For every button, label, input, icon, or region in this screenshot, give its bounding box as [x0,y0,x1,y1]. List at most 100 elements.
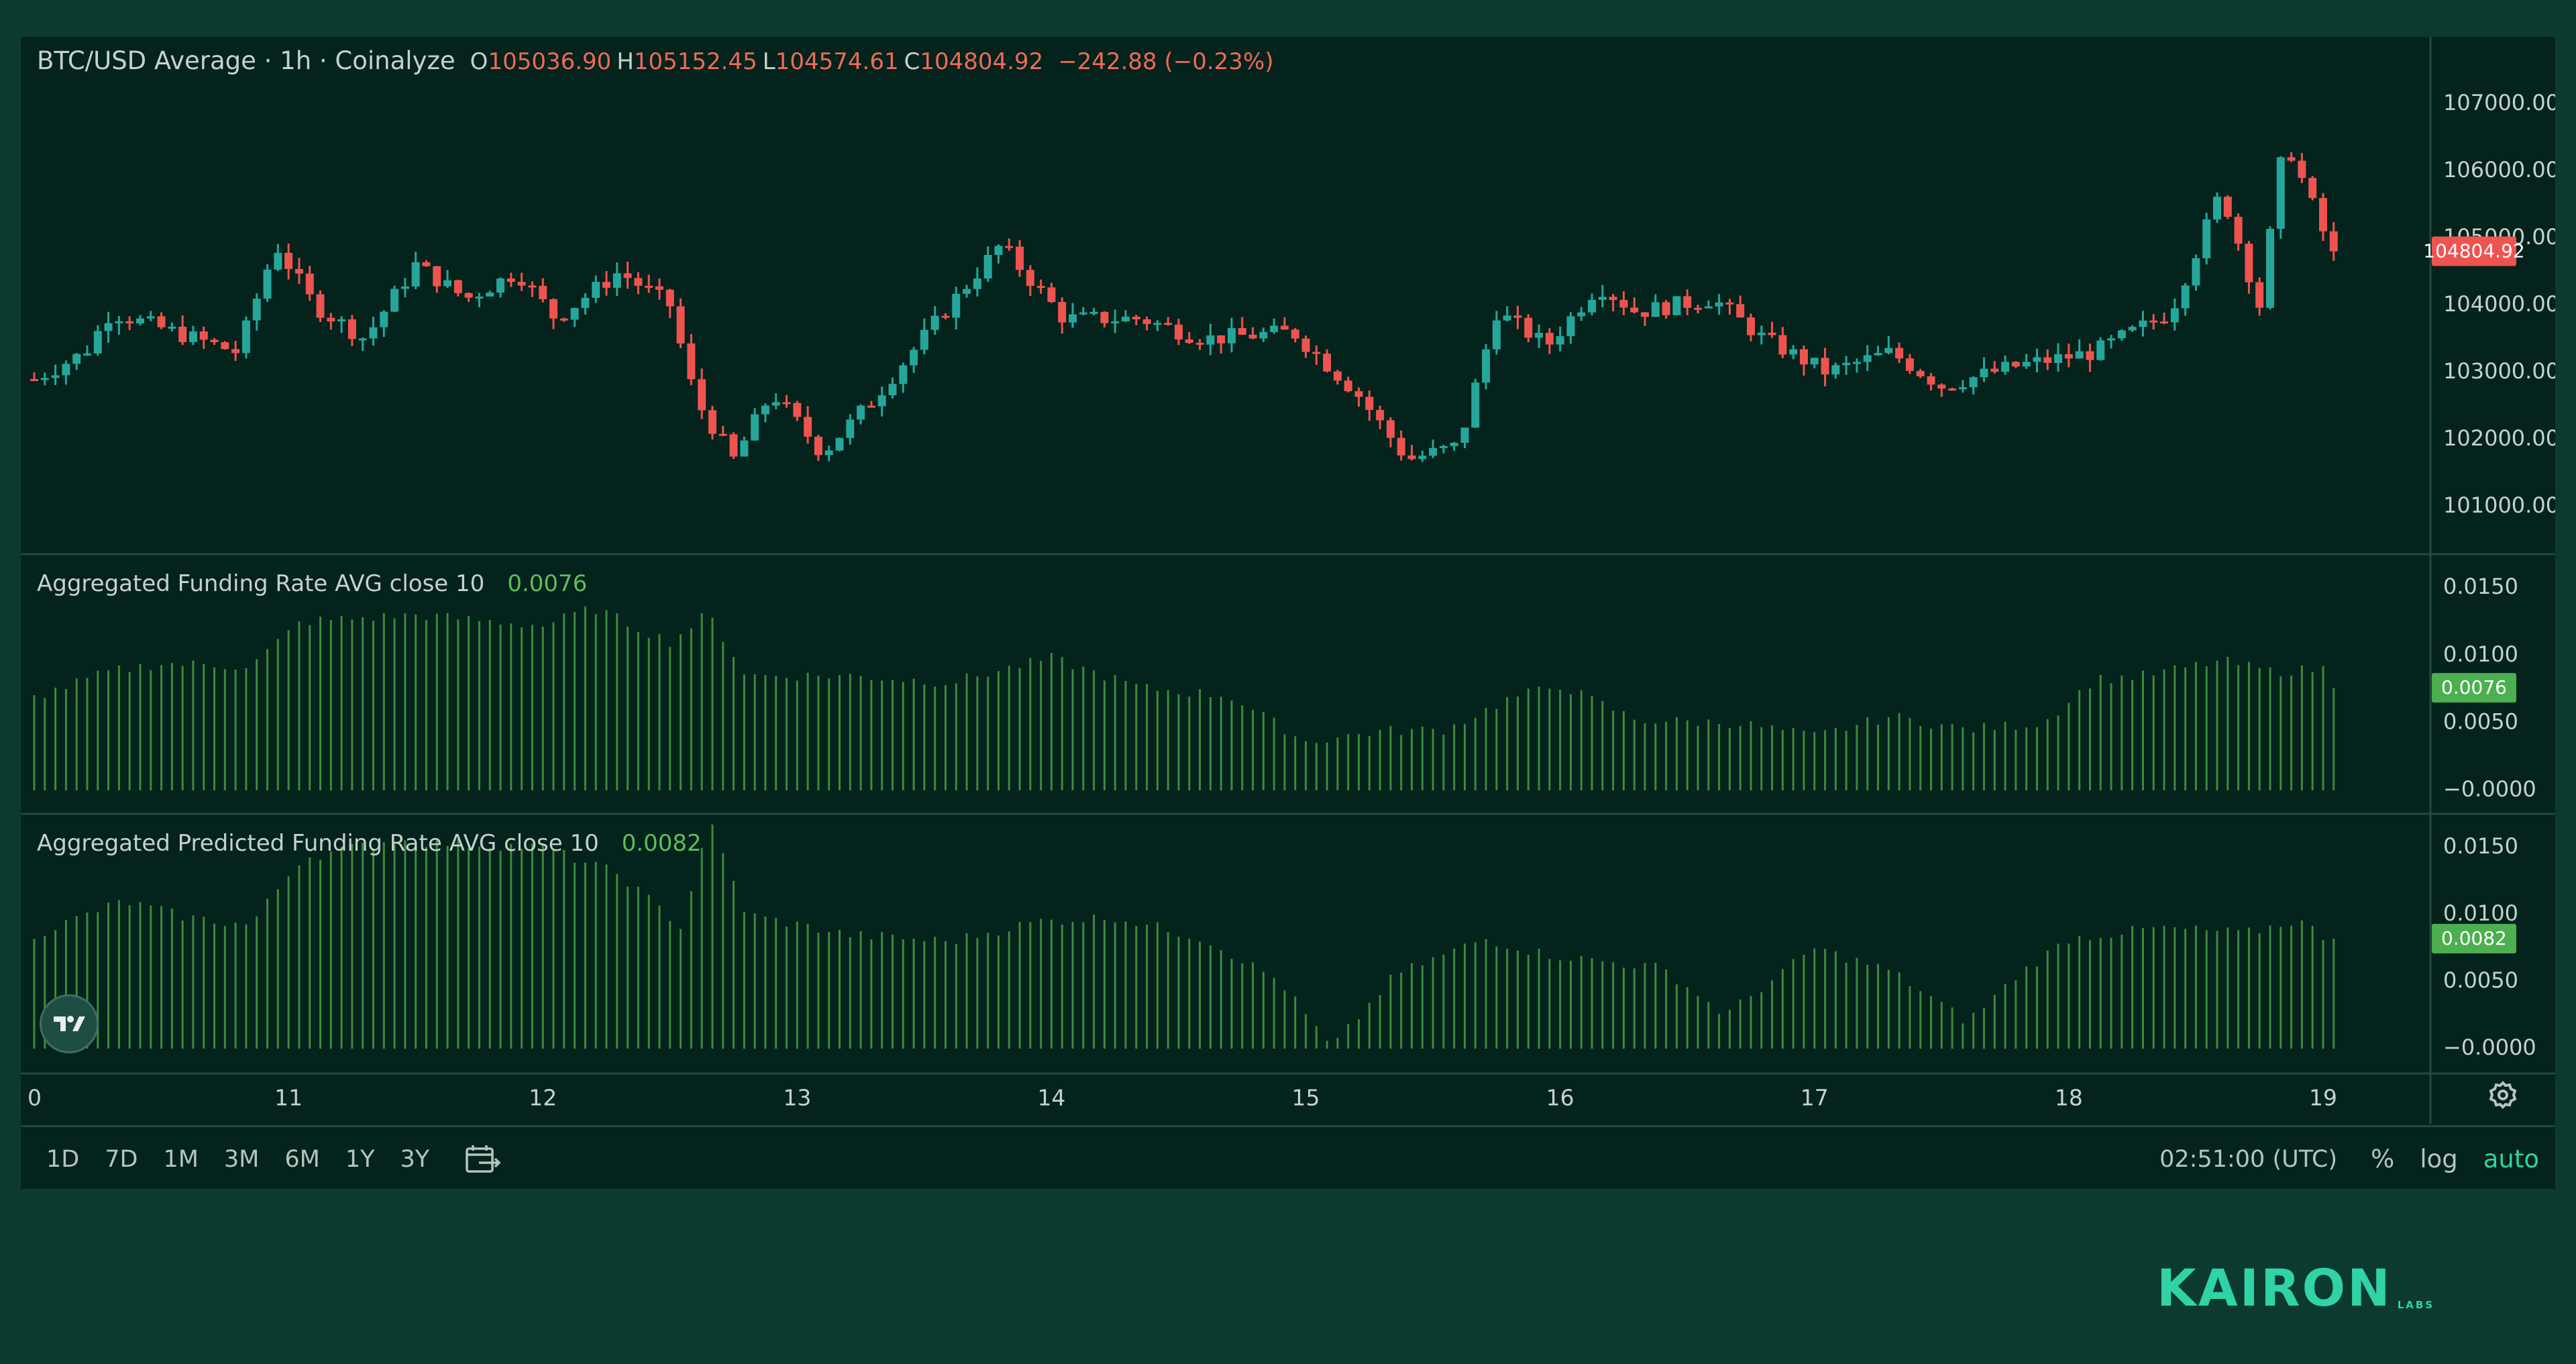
range-6m-button[interactable]: 6M [284,1145,320,1173]
candle-body [1884,348,1893,354]
candle-body [1333,371,1342,381]
range-1m-button[interactable]: 1M [163,1145,199,1173]
candle-body [443,280,452,286]
candle-body [1778,335,1787,355]
candle-body [2329,231,2338,252]
candle-body [1460,427,1469,443]
candle-body [1641,312,1650,317]
percent-scale-toggle[interactable]: % [2371,1145,2395,1173]
time-tick-label: 19 [2309,1085,2337,1111]
candle-body [824,450,833,456]
candle-body [1588,299,1597,313]
funding-tick-label: 0.0050 [2443,709,2518,734]
utc-clock[interactable]: 02:51:00 (UTC) [2159,1145,2338,1173]
predicted-indicator-title[interactable]: Aggregated Predicted Funding Rate AVG cl… [37,830,599,857]
bottom-toolbar: 1D 7D 1M 3M 6M 1Y 3Y 02:51:00 (UTC) % lo… [21,1125,2555,1191]
candle-body [1185,339,1193,343]
funding-tick-label: 0.0100 [2443,641,2518,667]
candle-body [1482,349,1491,383]
candle-body [1630,307,1639,313]
candle-body [136,318,144,324]
candle-body [771,402,780,406]
candle-body [592,282,600,298]
candle-body [2234,217,2243,244]
chart-canvas[interactable]: 107000.00106000.00105000.00104000.001030… [21,37,2555,1189]
candle-body [1694,307,1703,310]
price-tick-label: 104000.00 [2443,291,2555,317]
candle-body [983,254,992,279]
candle-body [1142,319,1151,324]
gear-icon[interactable] [2488,1080,2518,1112]
candle-body [1450,442,1458,446]
candle-body [62,364,70,376]
candle-body [1301,338,1310,352]
predicted-legend: Aggregated Predicted Funding Rate AVG cl… [37,830,702,857]
candle-body [2011,362,2020,367]
range-3y-button[interactable]: 3Y [400,1145,430,1173]
candle-body [1111,321,1120,323]
brand-sub: LABS [2397,1299,2435,1311]
candle-body [2245,244,2253,282]
candle-body [2287,157,2296,161]
candle-body [1026,270,1034,286]
candle-body [506,278,515,282]
candle-body [549,299,558,319]
time-tick-label: 18 [2055,1085,2083,1111]
log-scale-toggle[interactable]: log [2420,1145,2458,1173]
candle-body [189,331,197,342]
candle-body [1842,362,1851,366]
candle-body [1619,300,1628,308]
funding-tag: 0.0076 [2441,676,2507,698]
low-value: 104574.61 [775,48,899,75]
candle-body [1047,287,1056,303]
candle-body [1937,384,1946,389]
candle-body [1916,370,1925,376]
candle-body [676,306,685,344]
candle-body [475,297,484,299]
candle-body [284,252,293,269]
candle-body [1439,445,1448,448]
range-3m-button[interactable]: 3M [223,1145,260,1173]
brand-name: KAIRON [2157,1258,2392,1318]
candle-body [274,252,282,270]
candle-body [910,350,918,366]
range-7d-button[interactable]: 7D [105,1145,138,1173]
range-1d-button[interactable]: 1D [46,1145,80,1173]
funding-tag-bg [2432,673,2516,703]
candle-body [1651,302,1660,317]
symbol-title[interactable]: BTC/USD Average · 1h · Coinalyze [37,46,455,75]
candle-body [1227,328,1236,344]
candle-body [1598,297,1607,300]
candle-body [104,323,113,331]
candle-body [793,403,802,417]
candle-body [1280,325,1289,330]
range-1y-button[interactable]: 1Y [345,1145,375,1173]
calendar-range-icon[interactable] [464,1143,502,1175]
change-value: −242.88 (−0.23%) [1058,48,1274,75]
high-label: H [616,48,634,75]
tradingview-logo-icon[interactable] [40,994,99,1053]
funding-indicator-title[interactable]: Aggregated Funding Rate AVG close 10 [37,570,485,597]
candle-body [263,269,272,299]
candle-body [1016,246,1024,270]
candle-body [1365,397,1374,411]
time-tick-label: 13 [783,1085,811,1111]
candle-body [433,266,441,286]
candle-body [2064,354,2073,359]
funding-tick-label: −0.0000 [2443,776,2536,802]
chart-container: 107000.00106000.00105000.00104000.001030… [21,37,2555,1189]
candle-body [899,365,908,384]
candle-body [1852,362,1861,364]
candle-body [1747,317,1755,335]
candle-body [2086,351,2094,360]
candle-body [1704,306,1713,309]
auto-scale-toggle[interactable]: auto [2483,1145,2539,1173]
candle-body [411,262,420,286]
candle-body [2170,308,2179,323]
candle-body [581,297,590,309]
candle-body [1969,377,1978,388]
candle-body [539,286,547,300]
candle-body [602,282,610,288]
candle-body [115,321,123,323]
candle-body [400,286,409,289]
